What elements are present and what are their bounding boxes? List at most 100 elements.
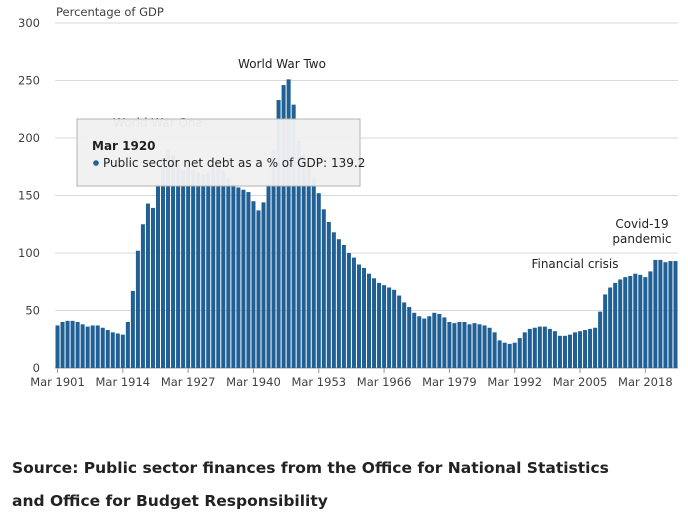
bar xyxy=(547,328,552,368)
bar xyxy=(211,166,216,368)
x-tick-label: Mar 2018 xyxy=(618,375,673,389)
annotation: Covid-19 pandemic xyxy=(612,217,671,246)
bar xyxy=(281,85,286,368)
bar xyxy=(643,277,648,368)
bar xyxy=(442,317,447,368)
bar xyxy=(361,267,366,368)
bar xyxy=(246,192,251,368)
bar xyxy=(311,178,316,368)
bar xyxy=(226,178,231,368)
bar xyxy=(291,104,296,369)
bar xyxy=(588,328,593,368)
bar xyxy=(623,277,628,368)
x-tick-label: Mar 1992 xyxy=(487,375,542,389)
bar xyxy=(583,330,588,368)
bar xyxy=(60,322,65,368)
bar xyxy=(673,261,678,368)
y-tick-label: 300 xyxy=(18,16,40,30)
bar xyxy=(427,316,432,368)
bar xyxy=(572,332,578,368)
bar xyxy=(130,290,135,368)
bar xyxy=(90,325,95,368)
bar xyxy=(377,282,382,368)
bar xyxy=(216,163,221,368)
x-tick-label: Mar 1914 xyxy=(96,375,151,389)
bar xyxy=(567,334,572,368)
bar xyxy=(477,324,482,368)
bar xyxy=(502,342,507,368)
bar xyxy=(161,158,166,368)
bar xyxy=(256,210,261,368)
x-tick-label: Mar 1901 xyxy=(30,375,85,389)
y-tick-label: 50 xyxy=(25,304,40,318)
tooltip-label: Public sector net debt as a % of GDP: xyxy=(103,156,327,170)
bar xyxy=(261,202,266,368)
bar xyxy=(522,332,527,368)
tooltip-box xyxy=(76,118,361,187)
bar xyxy=(648,271,653,368)
x-tick-label: Mar 1940 xyxy=(226,375,281,389)
bar xyxy=(186,166,191,368)
bar xyxy=(176,163,181,368)
bar xyxy=(336,239,341,368)
bar xyxy=(432,312,437,368)
bar xyxy=(628,276,633,368)
annotation: Financial crisis xyxy=(531,257,618,271)
bar xyxy=(562,335,567,368)
y-tick-label: 250 xyxy=(18,74,40,88)
bar xyxy=(367,273,372,368)
bar xyxy=(236,187,241,368)
bar xyxy=(578,331,583,368)
x-tick-label: Mar 1979 xyxy=(422,375,477,389)
bar xyxy=(452,323,457,368)
annotation-line: Financial crisis xyxy=(531,257,618,271)
y-axis-label: Percentage of GDP xyxy=(56,5,164,19)
bar xyxy=(115,333,120,368)
bar xyxy=(125,322,130,368)
bar xyxy=(457,322,462,368)
bar xyxy=(512,342,517,368)
bar xyxy=(321,209,326,368)
bar xyxy=(497,340,502,368)
tooltip-bullet xyxy=(93,160,99,166)
bar xyxy=(155,184,161,368)
bar xyxy=(306,165,311,368)
bar xyxy=(417,316,422,368)
bar xyxy=(372,278,377,368)
annotation: World War Two xyxy=(238,57,326,71)
bar xyxy=(140,224,145,368)
bar xyxy=(351,257,356,368)
bar xyxy=(331,232,336,368)
bar xyxy=(206,172,211,368)
bar xyxy=(145,203,150,368)
x-tick-label: Mar 2005 xyxy=(553,375,608,389)
bar xyxy=(271,149,276,368)
bar xyxy=(75,322,80,368)
bar xyxy=(537,326,542,368)
bar xyxy=(276,100,281,369)
bar xyxy=(110,332,115,368)
y-tick-label: 100 xyxy=(18,246,40,260)
x-tick-label: Mar 1927 xyxy=(161,375,216,389)
bar xyxy=(608,287,613,368)
bar xyxy=(407,307,412,368)
bar xyxy=(150,207,155,368)
bar xyxy=(603,294,608,368)
bar xyxy=(266,184,271,368)
source-note: Source: Public sector finances from the … xyxy=(12,459,609,510)
bar xyxy=(286,79,291,368)
bar xyxy=(552,331,557,368)
bar xyxy=(532,327,537,368)
annotation-line: Covid-19 xyxy=(615,217,668,231)
bar xyxy=(70,320,75,368)
tooltip-text: Public sector net debt as a % of GDP: 139… xyxy=(103,156,365,170)
bar xyxy=(55,325,60,368)
bar xyxy=(472,323,477,368)
bar xyxy=(171,155,176,368)
bar xyxy=(316,193,321,368)
bar xyxy=(196,172,201,368)
bar xyxy=(638,274,643,368)
bar xyxy=(668,261,673,368)
bar xyxy=(598,311,603,368)
